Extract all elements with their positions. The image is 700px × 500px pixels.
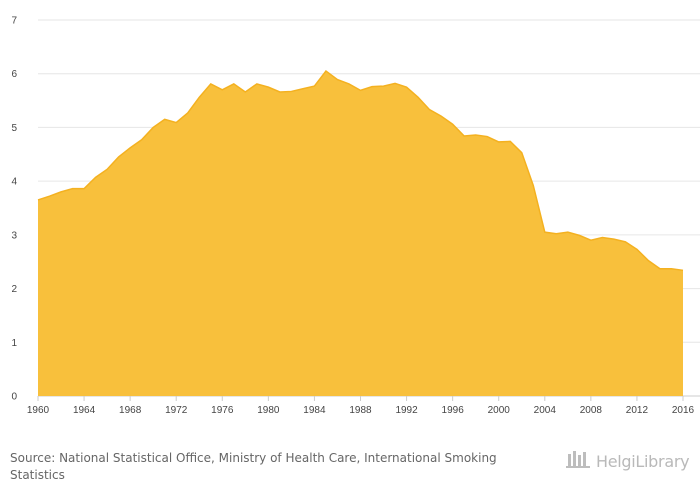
y-tick-label: 7	[11, 16, 17, 27]
x-tick-label: 2008	[580, 405, 603, 416]
data-point-1976[interactable]	[220, 88, 224, 92]
data-point-1992[interactable]	[405, 85, 409, 89]
x-tick-label: 1984	[303, 405, 326, 416]
data-point-1985[interactable]	[324, 69, 328, 73]
data-point-1960[interactable]	[36, 198, 40, 202]
data-point-1965[interactable]	[94, 175, 98, 179]
data-point-1987[interactable]	[347, 82, 351, 86]
data-point-1971[interactable]	[163, 117, 167, 121]
data-point-1969[interactable]	[140, 138, 144, 142]
data-point-2016[interactable]	[681, 268, 685, 272]
data-point-2007[interactable]	[577, 233, 581, 237]
x-tick-label: 1968	[119, 405, 142, 416]
data-point-1973[interactable]	[186, 111, 190, 115]
data-point-2006[interactable]	[566, 230, 570, 234]
y-tick-label: 3	[11, 230, 17, 241]
data-point-2014[interactable]	[658, 267, 662, 271]
area-line	[37, 69, 684, 272]
data-point-1968[interactable]	[128, 146, 132, 150]
data-point-1963[interactable]	[71, 187, 75, 191]
data-point-1967[interactable]	[117, 155, 121, 159]
data-point-2011[interactable]	[623, 240, 627, 244]
data-point-1974[interactable]	[197, 95, 201, 99]
data-point-1989[interactable]	[370, 85, 374, 89]
x-tick-label: 1960	[27, 405, 50, 416]
data-point-1993[interactable]	[416, 95, 420, 99]
data-point-2012[interactable]	[635, 247, 639, 251]
source-text: National Statistical Office, Ministry of…	[10, 451, 497, 482]
data-point-1962[interactable]	[59, 190, 63, 194]
data-point-1980[interactable]	[266, 85, 270, 89]
y-tick-label: 2	[11, 284, 17, 295]
x-tick-label: 1976	[211, 405, 234, 416]
library-logo-icon	[566, 448, 592, 475]
data-point-2009[interactable]	[600, 236, 604, 240]
data-point-1991[interactable]	[393, 81, 397, 85]
data-point-1983[interactable]	[301, 87, 305, 91]
brand-logo[interactable]: HelgiLibrary	[566, 448, 690, 475]
data-point-1990[interactable]	[382, 84, 386, 88]
source-prefix: Source:	[10, 451, 60, 465]
data-point-2010[interactable]	[612, 237, 616, 241]
y-axis: 0 1 2 3 4 5 6 7	[11, 16, 17, 403]
data-point-1997[interactable]	[462, 134, 466, 138]
y-tick-label: 5	[11, 123, 17, 134]
data-point-2013[interactable]	[646, 259, 650, 263]
data-point-2000[interactable]	[497, 140, 501, 144]
data-point-2008[interactable]	[589, 238, 593, 242]
y-tick-label: 6	[11, 69, 17, 80]
data-point-1988[interactable]	[359, 88, 363, 92]
data-point-2004[interactable]	[543, 230, 547, 234]
x-tick-label: 1964	[73, 405, 96, 416]
x-tick-label: 1996	[442, 405, 465, 416]
y-tick-label: 4	[11, 177, 17, 188]
data-point-1994[interactable]	[428, 108, 432, 112]
data-point-2001[interactable]	[508, 139, 512, 143]
data-point-1961[interactable]	[48, 194, 52, 198]
data-point-1972[interactable]	[174, 121, 178, 125]
data-point-1981[interactable]	[278, 90, 282, 94]
x-tick-label: 2004	[534, 405, 557, 416]
x-tick-label: 1972	[165, 405, 188, 416]
data-point-1986[interactable]	[335, 78, 339, 82]
data-point-1977[interactable]	[232, 82, 236, 86]
data-point-1999[interactable]	[485, 135, 489, 139]
data-point-1996[interactable]	[451, 122, 455, 126]
x-tick-label: 2016	[672, 405, 695, 416]
data-point-1984[interactable]	[312, 84, 316, 88]
data-point-2005[interactable]	[554, 232, 558, 236]
y-tick-label: 1	[11, 338, 17, 349]
x-tick-label: 2012	[626, 405, 649, 416]
data-point-1995[interactable]	[439, 114, 443, 118]
data-point-1979[interactable]	[255, 82, 259, 86]
x-tick-label: 2000	[488, 405, 511, 416]
y-tick-label: 0	[11, 392, 17, 403]
x-axis: 1960 1964 1968 1972 1976 1980 1984 1988 1992 1996…	[27, 396, 695, 416]
area-fill	[38, 71, 683, 396]
area-series	[36, 69, 685, 396]
area-chart: 0 1 2 3 4 5 6 7 1960 1964 1968 1972 1976 1980 1984 198…	[11, 16, 700, 416]
data-point-1964[interactable]	[82, 187, 86, 191]
data-point-2003[interactable]	[531, 183, 535, 187]
x-tick-label: 1992	[395, 405, 418, 416]
data-point-1982[interactable]	[289, 89, 293, 93]
x-tick-label: 1988	[349, 405, 372, 416]
data-point-1970[interactable]	[151, 125, 155, 129]
x-tick-label: 1980	[257, 405, 280, 416]
brand-name: HelgiLibrary	[596, 451, 690, 471]
data-point-1978[interactable]	[243, 90, 247, 94]
source-note: Source: National Statistical Office, Min…	[10, 450, 540, 484]
data-point-1966[interactable]	[105, 167, 109, 171]
data-point-2015[interactable]	[669, 267, 673, 271]
data-point-1975[interactable]	[209, 82, 213, 86]
data-point-2002[interactable]	[520, 151, 524, 155]
data-point-1998[interactable]	[474, 133, 478, 137]
